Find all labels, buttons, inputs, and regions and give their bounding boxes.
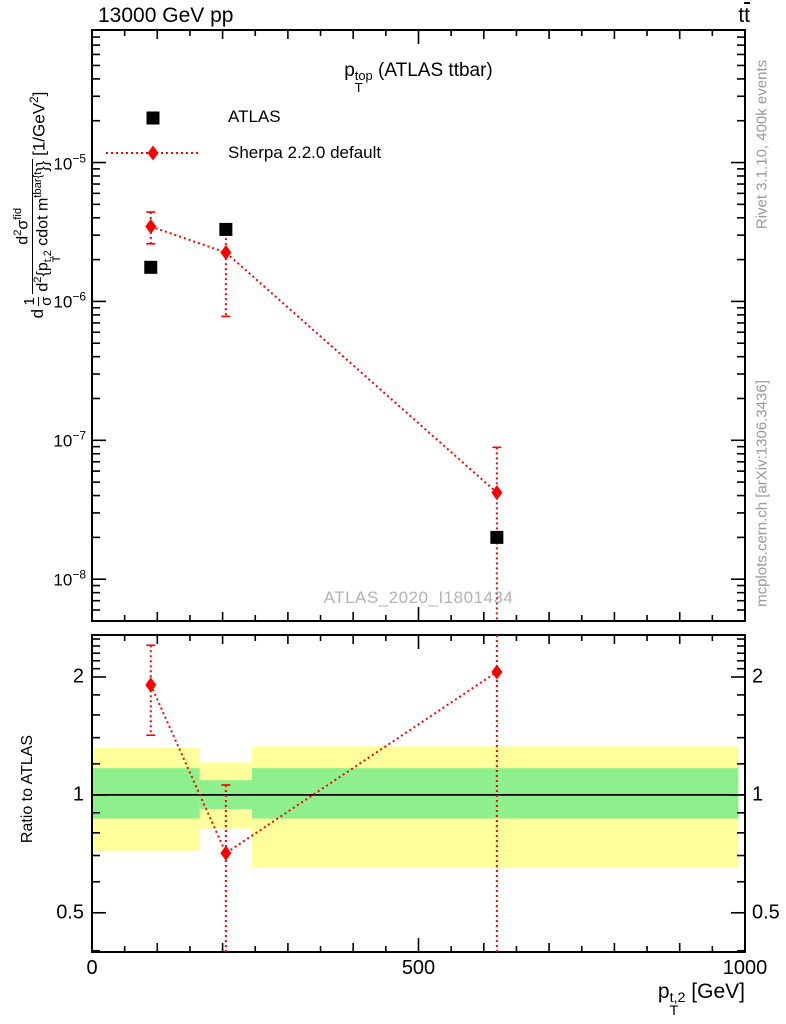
band-inner [92,768,200,819]
xlabel-unit: [GeV] [685,980,745,1003]
ratio-y-tick-label-right: 1 [752,783,764,806]
xlabel-sup: t,2 [669,990,686,1007]
sherpa-ratio-series [145,635,503,952]
xlabel-sub: T [669,1003,679,1020]
process-label: tt [738,4,750,28]
ylabel-one: 1 [20,297,38,306]
band-inner [251,768,739,819]
main-y-tick-label: 10−5 [53,151,86,173]
rivet-version-note: Rivet 3.1.10, 400k events [753,59,771,230]
mcplots-arxiv-note: mcplots.cern.ch [arXiv:1306.3436] [753,380,771,607]
legend-item-sherpa: Sherpa 2.2.0 default [228,143,382,162]
x-tick-label: 1000 [722,957,768,979]
main-y-tick-label: 10−7 [53,428,86,451]
ratio-y-tick-label-left: 0.5 [56,901,84,924]
ylabel-lead: d [28,308,47,319]
ylabel-numerator: d2σfid [11,207,32,245]
title-base: p [344,60,355,81]
analysis-watermark: ATLAS_2020_I1801434 [323,588,514,607]
ylabel-sigma: σ [37,296,55,306]
sherpa-main-series [145,211,503,621]
main-plot-frame [91,29,746,622]
legend-markers [106,111,200,161]
ratio-y-tick-label-right: 2 [752,665,764,688]
main-y-tick-label: 10−8 [53,567,86,590]
title-sup: top [354,68,373,84]
ratio-y-tick-label-right: 0.5 [752,901,780,924]
beam-energy-label: 13000 GeV pp [98,4,234,27]
ylabel-denominator: d2{p t,2 T cdot mtbar{t}} [31,158,64,294]
plot-title: p top T (ATLAS ttbar) [92,60,745,93]
ylabel-unit: [1/GeV2] [26,91,49,156]
axis-ticks [91,30,746,952]
title-rest: (ATLAS ttbar) [372,60,493,81]
legend-item-atlas: ATLAS [228,107,281,126]
ratio-y-tick-label-left: 2 [72,665,84,688]
x-axis-label: p t,2 T [GeV] [658,980,745,1018]
ratio-uncertainty-bands [92,746,739,869]
atlas-main-series [144,222,504,544]
ratio-y-tick-label-left: 1 [72,783,84,806]
main-y-tick-label: 10−6 [53,290,86,312]
process-t: t [738,4,745,27]
xlabel-base: p [657,980,670,1003]
title-sub: T [354,79,363,95]
process-tbar: t [744,4,750,27]
x-tick-label: 0 [86,957,98,979]
x-tick-label: 500 [401,957,436,979]
ratio-y-axis-label: Ratio to ATLAS [19,734,36,844]
